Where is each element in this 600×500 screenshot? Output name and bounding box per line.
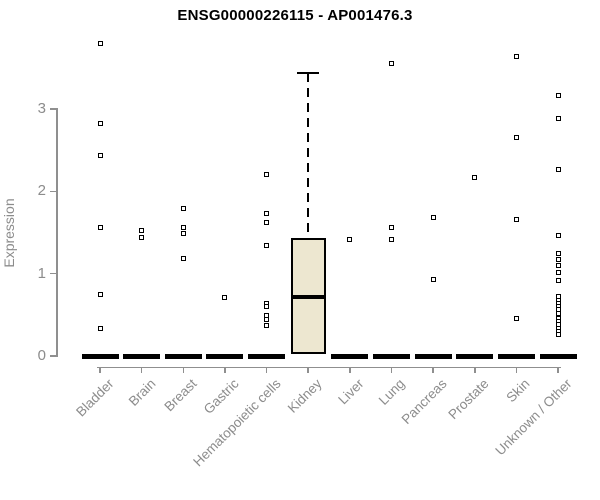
chart-title: ENSG00000226115 - AP001476.3 bbox=[177, 7, 413, 24]
y-tick-label: 2 bbox=[37, 182, 46, 200]
jitter-point bbox=[555, 262, 561, 268]
jitter-point bbox=[388, 61, 394, 67]
zero-cluster-bar bbox=[539, 353, 577, 359]
jitter-point bbox=[97, 291, 103, 297]
zero-cluster-bar bbox=[248, 353, 286, 359]
jitter-point bbox=[555, 269, 561, 275]
box-whisker bbox=[307, 72, 310, 239]
jitter-point bbox=[388, 225, 394, 231]
jitter-point bbox=[513, 216, 519, 222]
jitter-point bbox=[347, 237, 353, 243]
zero-cluster-bar bbox=[456, 353, 494, 359]
zero-cluster-bar bbox=[372, 353, 410, 359]
jitter-point bbox=[264, 317, 270, 323]
y-axis-title: Expression bbox=[1, 198, 17, 268]
y-tick-label: 3 bbox=[37, 100, 46, 117]
jitter-point bbox=[264, 211, 270, 217]
zero-cluster-bar bbox=[331, 353, 369, 359]
jitter-point bbox=[139, 234, 145, 240]
jitter-point bbox=[180, 230, 186, 236]
jitter-point bbox=[97, 325, 103, 331]
zero-cluster-bar bbox=[206, 353, 244, 359]
jitter-point bbox=[264, 171, 270, 177]
jitter-point bbox=[555, 257, 561, 263]
x-tick bbox=[390, 367, 393, 373]
zero-cluster-bar bbox=[123, 353, 161, 359]
jitter-point bbox=[513, 316, 519, 322]
jitter-point bbox=[555, 332, 561, 338]
x-tick bbox=[557, 367, 559, 373]
jitter-point bbox=[264, 323, 270, 329]
x-tick bbox=[224, 367, 226, 373]
zero-cluster-bar bbox=[497, 353, 535, 359]
y-tick-label: 0 bbox=[37, 347, 46, 364]
x-axis-line bbox=[97, 366, 561, 368]
x-tick bbox=[432, 367, 434, 373]
box-whisker-cap bbox=[297, 71, 320, 74]
x-tick bbox=[307, 367, 309, 373]
box-median-line bbox=[291, 294, 325, 299]
jitter-point bbox=[430, 215, 436, 221]
x-tick bbox=[349, 367, 351, 373]
jitter-point bbox=[555, 167, 561, 173]
jitter-point bbox=[555, 233, 561, 239]
jitter-point bbox=[513, 53, 519, 59]
jitter-point bbox=[264, 220, 270, 226]
jitter-point bbox=[180, 256, 186, 262]
jitter-point bbox=[97, 225, 103, 231]
jitter-point bbox=[97, 152, 103, 158]
jitter-point bbox=[180, 206, 186, 212]
x-tick bbox=[474, 367, 476, 373]
jitter-point bbox=[555, 250, 561, 256]
x-tick bbox=[265, 367, 268, 373]
jitter-point bbox=[555, 93, 561, 99]
jitter-point bbox=[139, 227, 145, 233]
jitter-point bbox=[472, 174, 478, 180]
jitter-point bbox=[264, 304, 270, 310]
jitter-point bbox=[513, 134, 519, 140]
jitter-point bbox=[555, 116, 561, 122]
jitter-point bbox=[97, 40, 103, 46]
jitter-point bbox=[555, 310, 561, 316]
y-tick bbox=[50, 108, 57, 110]
zero-cluster-bar bbox=[81, 353, 119, 359]
y-tick bbox=[50, 355, 57, 357]
jitter-point bbox=[222, 295, 228, 301]
x-tick bbox=[140, 367, 143, 373]
x-tick bbox=[99, 367, 101, 373]
x-tick bbox=[515, 367, 518, 373]
y-tick bbox=[50, 272, 57, 275]
y-tick-label: 1 bbox=[37, 264, 46, 282]
jitter-point bbox=[555, 277, 561, 283]
jitter-point bbox=[97, 121, 103, 127]
x-tick bbox=[182, 367, 185, 373]
jitter-point bbox=[388, 237, 394, 243]
jitter-point bbox=[430, 276, 436, 282]
zero-cluster-bar bbox=[414, 353, 452, 359]
y-tick bbox=[50, 190, 57, 193]
jitter-point bbox=[180, 225, 186, 231]
y-axis-line bbox=[56, 108, 58, 357]
zero-cluster-bar bbox=[164, 353, 202, 359]
jitter-point bbox=[264, 243, 270, 249]
